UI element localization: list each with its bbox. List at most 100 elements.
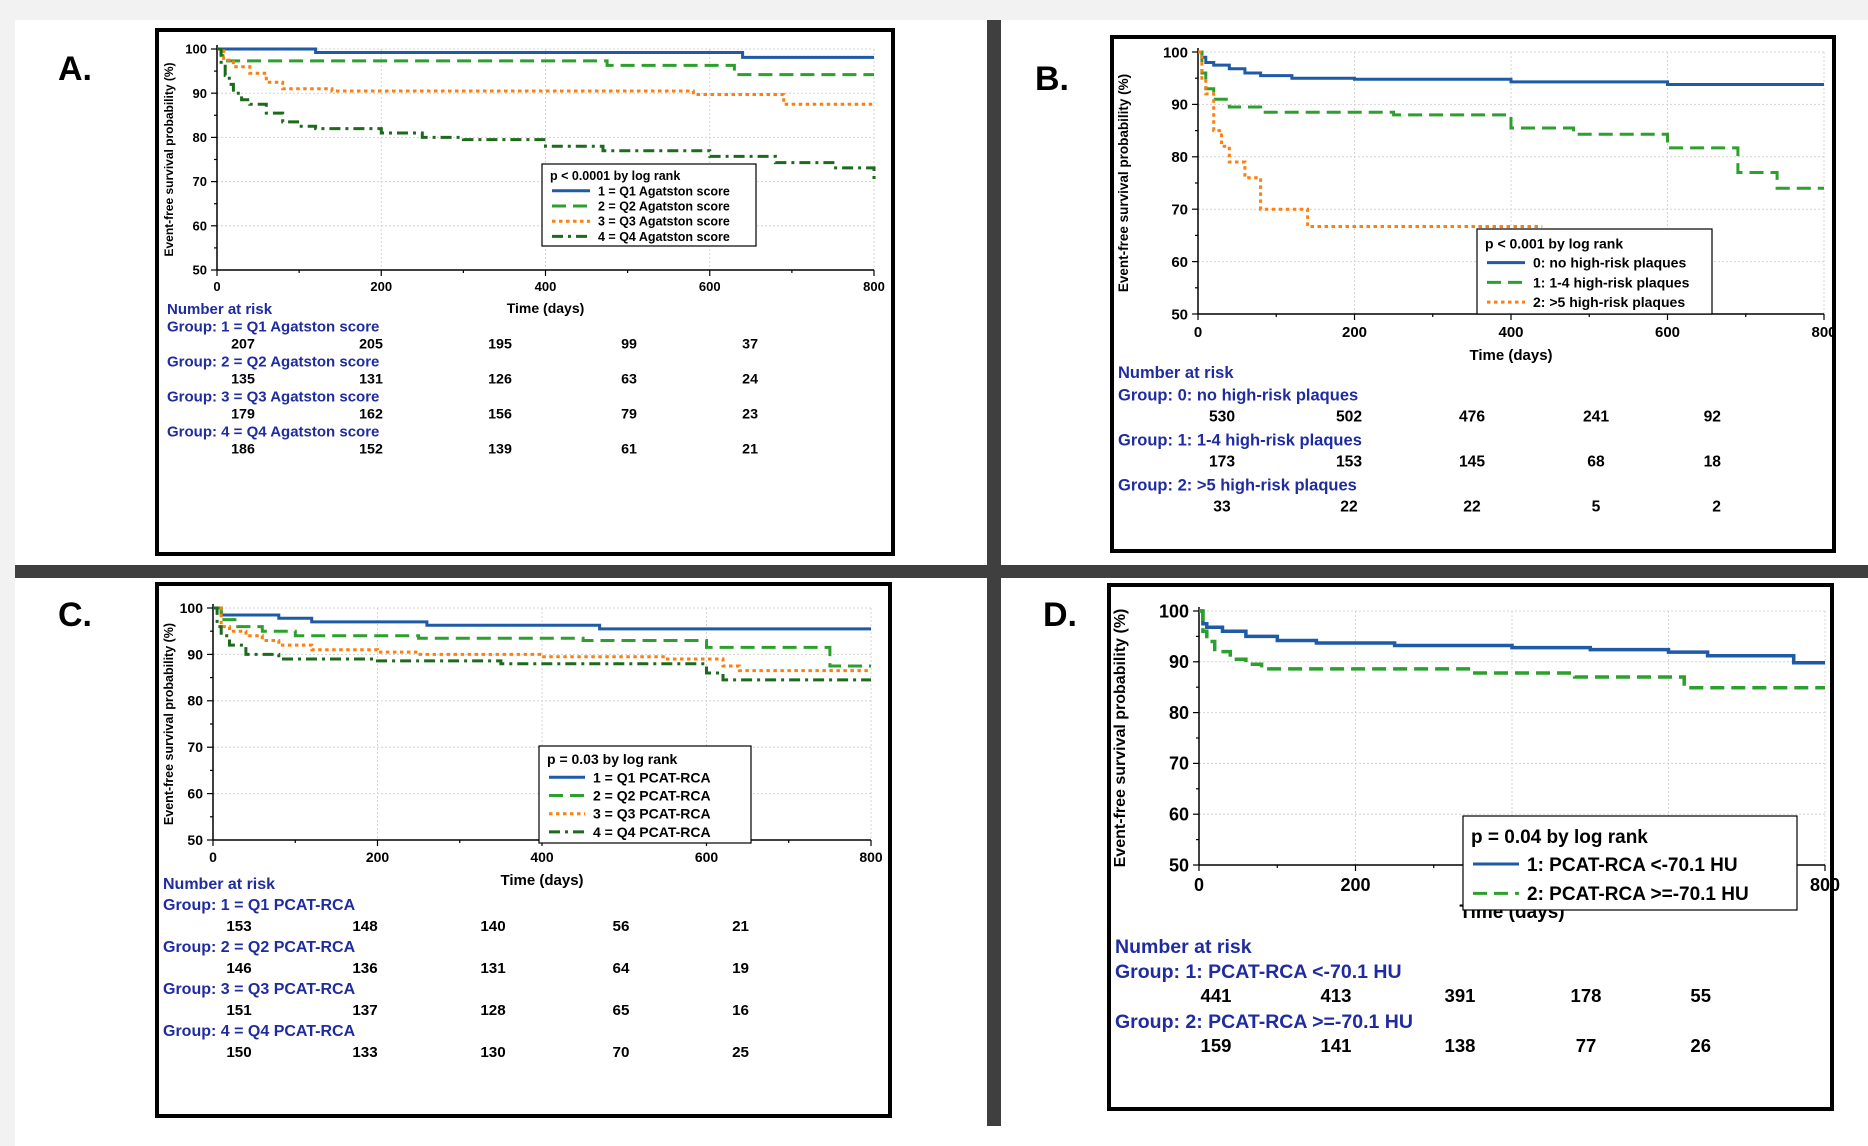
x-tick-label: 0 — [213, 279, 220, 294]
survival-curve-series-4 — [213, 606, 871, 682]
risk-count: 138 — [1445, 1035, 1476, 1056]
x-axis-label: Time (days) — [1469, 347, 1552, 364]
x-tick-label: 0 — [209, 849, 217, 865]
survival-curve-series-1 — [217, 47, 874, 59]
risk-count: 131 — [359, 372, 383, 388]
risk-group-label: Group: 2 = Q2 Agatston score — [167, 354, 379, 371]
y-tick-label: 60 — [1171, 254, 1188, 271]
panel-a-km-agatston: 50 60 70 80 90 100 0 200 400 600 800 Time (days) Eve… — [155, 28, 895, 556]
panel-letter-b: B. — [1035, 60, 1069, 98]
risk-group-label: Group: 1: PCAT-RCA <-70.1 HU — [1115, 961, 1402, 983]
panel-c-km-pcat-quartiles: 50 60 70 80 90 100 0 200 400 600 800 Time (days) Eve… — [155, 582, 892, 1118]
survival-curve-series-1 — [213, 606, 871, 631]
x-tick-label: 800 — [1810, 875, 1840, 895]
legend: p = 0.03 by log rank 1 = Q1 PCAT-RCA 2 = Q… — [538, 745, 752, 844]
risk-count: 18 — [1704, 454, 1722, 471]
risk-group-label: Group: 1: 1-4 high-risk plaques — [1118, 432, 1362, 450]
risk-count: 146 — [226, 960, 251, 977]
legend-label-series-1: 1: PCAT-RCA <-70.1 HU — [1527, 855, 1738, 876]
legend-label-series-2: 2 = Q2 PCAT-RCA — [593, 788, 711, 804]
risk-count: 55 — [1690, 985, 1711, 1006]
legend-label-series-1: 0: no high-risk plaques — [1533, 255, 1686, 271]
risk-count: 441 — [1201, 985, 1232, 1006]
x-axis-label: Time (days) — [500, 872, 583, 889]
survival-curve-series-3 — [213, 606, 871, 673]
x-tick-label: 400 — [535, 279, 557, 294]
y-tick-label: 50 — [187, 832, 203, 848]
y-tick-label: 70 — [1171, 201, 1188, 218]
risk-count: 26 — [1690, 1035, 1711, 1056]
legend-label-series-2: 2: PCAT-RCA >=-70.1 HU — [1527, 884, 1749, 905]
y-tick-label: 60 — [187, 786, 203, 802]
risk-count: 133 — [352, 1044, 377, 1061]
y-tick-label: 80 — [193, 130, 207, 145]
y-tick-label: 100 — [1159, 601, 1189, 621]
risk-group-label: Group: 3 = Q3 Agatston score — [167, 389, 379, 406]
risk-count: 68 — [1587, 454, 1605, 471]
x-tick-label: 200 — [370, 279, 392, 294]
x-tick-label: 800 — [1811, 324, 1836, 341]
y-tick-label: 80 — [1171, 149, 1188, 166]
risk-count: 413 — [1321, 985, 1352, 1006]
risk-count: 151 — [226, 1002, 252, 1019]
horizontal-divider — [15, 565, 1868, 578]
y-tick-label: 50 — [1169, 855, 1189, 875]
y-axis-label: Event-free survival probability (%) — [162, 62, 176, 256]
x-tick-label: 0 — [1194, 324, 1202, 341]
survival-curve-series-2 — [213, 606, 871, 668]
risk-count: 130 — [480, 1044, 505, 1061]
risk-count: 178 — [1571, 985, 1602, 1006]
risk-count: 137 — [352, 1002, 377, 1019]
x-axis-label: Time (days) — [507, 300, 585, 316]
y-tick-label: 60 — [193, 218, 207, 233]
legend-title: p = 0.03 by log rank — [547, 751, 678, 767]
risk-count: 5 — [1592, 499, 1601, 516]
risk-count: 140 — [480, 918, 505, 935]
risk-count: 65 — [613, 1002, 630, 1019]
x-tick-label: 200 — [1342, 324, 1367, 341]
risk-group-label: Group: 1 = Q1 Agatston score — [167, 319, 379, 336]
risk-table-title: Number at risk — [1118, 364, 1234, 382]
y-tick-label: 80 — [1169, 703, 1189, 723]
risk-count: 70 — [613, 1044, 630, 1061]
risk-count: 37 — [742, 337, 758, 353]
y-axis-label: Event-free survival probability (%) — [1112, 609, 1129, 868]
risk-count: 21 — [742, 442, 758, 458]
legend-label-series-2: 1: 1-4 high-risk plaques — [1533, 274, 1690, 290]
risk-count: 145 — [1459, 454, 1485, 471]
risk-count: 205 — [359, 337, 383, 353]
x-tick-label: 200 — [1340, 875, 1370, 895]
risk-count: 128 — [480, 1002, 505, 1019]
x-tick-label: 600 — [699, 279, 721, 294]
risk-count: 99 — [621, 337, 637, 353]
risk-group-label: Group: 1 = Q1 PCAT-RCA — [163, 897, 356, 914]
legend-label-series-3: 3 = Q3 Agatston score — [598, 215, 730, 229]
x-tick-label: 0 — [1194, 875, 1204, 895]
risk-table-title: Number at risk — [167, 301, 273, 318]
risk-count: 33 — [1213, 499, 1231, 516]
risk-count: 241 — [1583, 409, 1609, 426]
x-tick-label: 800 — [859, 849, 883, 865]
risk-count: 22 — [1340, 499, 1358, 516]
y-tick-label: 90 — [1169, 652, 1189, 672]
y-axis-label: Event-free survival probability (%) — [162, 623, 176, 825]
risk-count: 16 — [732, 1002, 749, 1019]
legend-label-series-1: 1 = Q1 Agatston score — [598, 184, 730, 198]
x-tick-label: 400 — [530, 849, 554, 865]
risk-count: 79 — [621, 407, 637, 423]
legend: p = 0.04 by log rank 1: PCAT-RCA <-70.1 H… — [1462, 815, 1798, 911]
risk-count: 135 — [231, 372, 255, 388]
y-tick-label: 70 — [193, 174, 207, 189]
risk-count: 179 — [231, 407, 255, 423]
risk-table: Number at risk Group: 1: PCAT-RCA <-70.1 … — [1115, 936, 1711, 1056]
legend-label-series-1: 1 = Q1 PCAT-RCA — [593, 769, 711, 785]
risk-count: 77 — [1576, 1035, 1597, 1056]
survival-curve-series-1 — [1198, 50, 1824, 86]
risk-count: 195 — [488, 337, 512, 353]
risk-count: 136 — [352, 960, 377, 977]
risk-count: 139 — [488, 442, 512, 458]
legend-title: p = 0.04 by log rank — [1471, 827, 1648, 848]
risk-count: 391 — [1445, 985, 1476, 1006]
risk-count: 152 — [359, 442, 383, 458]
legend-label-series-2: 2 = Q2 Agatston score — [598, 200, 730, 214]
